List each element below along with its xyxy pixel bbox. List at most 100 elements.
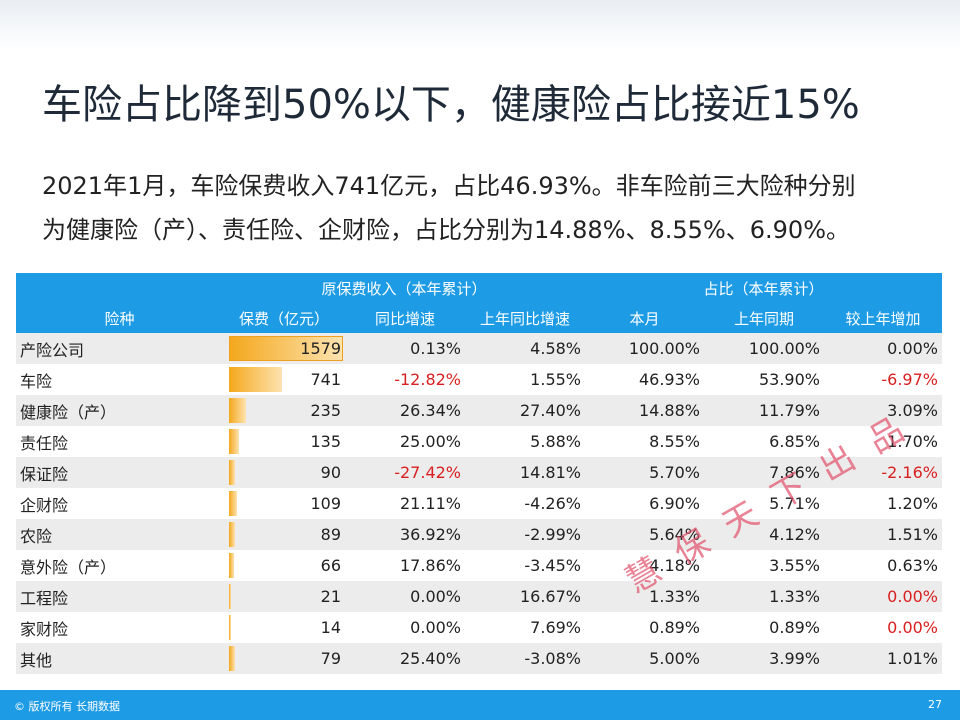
premium-data-bar (229, 398, 246, 423)
cell-prev-yoy: 5.88% (465, 426, 585, 457)
slide-body-text: 2021年1月，车险保费收入741亿元，占比46.93%。非车险前三大险种分别 … (42, 164, 942, 252)
group-header-premium: 原保费收入（本年累计） (223, 273, 585, 303)
col-header-premium: 保费（亿元） (223, 303, 345, 333)
cell-yoy: 25.00% (345, 426, 465, 457)
top-gradient-band (0, 0, 960, 50)
premium-table: 原保费收入（本年累计） 占比（本年累计） 险种 保费（亿元） 同比增速 上年同比… (16, 273, 942, 674)
cell-type: 企财险 (16, 488, 223, 519)
premium-value: 66 (320, 556, 341, 575)
cell-yoy: 26.34% (345, 395, 465, 426)
cell-prev-yoy: -3.08% (465, 643, 585, 674)
cell-change: 0.00% (824, 581, 942, 612)
cell-prev-yoy: 16.67% (465, 581, 585, 612)
cell-premium: 21 (223, 581, 345, 612)
cell-type: 工程险 (16, 581, 223, 612)
table-row: 产险公司 1579 0.13% 4.58% 100.00% 100.00% 0.00% (16, 333, 942, 364)
footer-bar: © 版权所有 长期数据 27 (0, 690, 960, 720)
premium-data-bar (229, 336, 343, 361)
table-row: 健康险（产） 235 26.34% 27.40% 14.88% 11.79% 3.09% (16, 395, 942, 426)
col-header-yoy: 同比增速 (345, 303, 465, 333)
premium-value: 741 (310, 370, 341, 389)
cell-premium: 741 (223, 364, 345, 395)
cell-change: -2.16% (824, 457, 942, 488)
cell-change: 1.51% (824, 519, 942, 550)
page-number: 27 (928, 698, 942, 711)
cell-share: 5.64% (585, 519, 704, 550)
premium-data-bar (229, 491, 237, 516)
col-header-prev-share: 上年同期 (704, 303, 824, 333)
cell-prev-share: 53.90% (704, 364, 824, 395)
cell-share: 6.90% (585, 488, 704, 519)
premium-data-bar (229, 367, 282, 392)
cell-type: 农险 (16, 519, 223, 550)
table-header-row: 险种 保费（亿元） 同比增速 上年同比增速 本月 上年同期 较上年增加 (16, 303, 942, 333)
slide-title: 车险占比降到50%以下，健康险占比接近15% (42, 82, 860, 128)
cell-premium: 79 (223, 643, 345, 674)
cell-share: 5.70% (585, 457, 704, 488)
cell-prev-yoy: -3.45% (465, 550, 585, 581)
cell-prev-share: 4.12% (704, 519, 824, 550)
cell-prev-yoy: -2.99% (465, 519, 585, 550)
cell-change: -6.97% (824, 364, 942, 395)
col-header-share: 本月 (585, 303, 704, 333)
cell-premium: 89 (223, 519, 345, 550)
cell-change: 1.01% (824, 643, 942, 674)
cell-type: 意外险（产） (16, 550, 223, 581)
cell-type: 产险公司 (16, 333, 223, 364)
premium-data-bar (229, 429, 239, 454)
table-group-header-row: 原保费收入（本年累计） 占比（本年累计） (16, 273, 942, 303)
premium-value: 89 (320, 525, 341, 544)
table-row: 责任险 135 25.00% 5.88% 8.55% 6.85% 1.70% (16, 426, 942, 457)
cell-type: 车险 (16, 364, 223, 395)
group-header-spacer (16, 273, 223, 303)
cell-prev-share: 0.89% (704, 612, 824, 643)
premium-value: 1579 (300, 339, 341, 358)
cell-type: 健康险（产） (16, 395, 223, 426)
cell-prev-yoy: 4.58% (465, 333, 585, 364)
cell-yoy: 25.40% (345, 643, 465, 674)
body-line-1: 2021年1月，车险保费收入741亿元，占比46.93%。非车险前三大险种分别 (42, 172, 856, 200)
premium-value: 14 (320, 618, 341, 637)
cell-change: 1.70% (824, 426, 942, 457)
cell-premium: 66 (223, 550, 345, 581)
table-row: 农险 89 36.92% -2.99% 5.64% 4.12% 1.51% (16, 519, 942, 550)
cell-prev-yoy: 7.69% (465, 612, 585, 643)
premium-data-bar (229, 522, 235, 547)
cell-change: 0.00% (824, 612, 942, 643)
premium-data-bar (229, 615, 231, 640)
table-body: 产险公司 1579 0.13% 4.58% 100.00% 100.00% 0.00% 车险 7… (16, 333, 942, 674)
cell-change: 0.00% (824, 333, 942, 364)
cell-prev-share: 7.86% (704, 457, 824, 488)
table-row: 企财险 109 21.11% -4.26% 6.90% 5.71% 1.20% (16, 488, 942, 519)
table-row: 意外险（产） 66 17.86% -3.45% 4.18% 3.55% 0.63% (16, 550, 942, 581)
cell-premium: 90 (223, 457, 345, 488)
premium-value: 235 (310, 401, 341, 420)
cell-premium: 1579 (223, 333, 345, 364)
table-row: 车险 741 -12.82% 1.55% 46.93% 53.90% -6.97% (16, 364, 942, 395)
cell-change: 0.63% (824, 550, 942, 581)
cell-share: 5.00% (585, 643, 704, 674)
premium-value: 90 (320, 463, 341, 482)
cell-prev-share: 1.33% (704, 581, 824, 612)
cell-premium: 109 (223, 488, 345, 519)
cell-premium: 235 (223, 395, 345, 426)
cell-prev-yoy: 1.55% (465, 364, 585, 395)
cell-yoy: -12.82% (345, 364, 465, 395)
cell-share: 14.88% (585, 395, 704, 426)
cell-change: 1.20% (824, 488, 942, 519)
cell-prev-share: 3.99% (704, 643, 824, 674)
cell-yoy: -27.42% (345, 457, 465, 488)
table-row: 家财险 14 0.00% 7.69% 0.89% 0.89% 0.00% (16, 612, 942, 643)
cell-type: 其他 (16, 643, 223, 674)
cell-share: 8.55% (585, 426, 704, 457)
premium-data-bar (229, 460, 235, 485)
cell-type: 保证险 (16, 457, 223, 488)
cell-prev-share: 6.85% (704, 426, 824, 457)
body-line-2: 为健康险（产）、责任险、企财险，占比分别为14.88%、8.55%、6.90%。 (42, 216, 850, 244)
cell-type: 家财险 (16, 612, 223, 643)
group-header-share: 占比（本年累计） (585, 273, 942, 303)
cell-premium: 14 (223, 612, 345, 643)
premium-data-bar (229, 553, 234, 578)
table-row: 工程险 21 0.00% 16.67% 1.33% 1.33% 0.00% (16, 581, 942, 612)
cell-prev-share: 11.79% (704, 395, 824, 426)
